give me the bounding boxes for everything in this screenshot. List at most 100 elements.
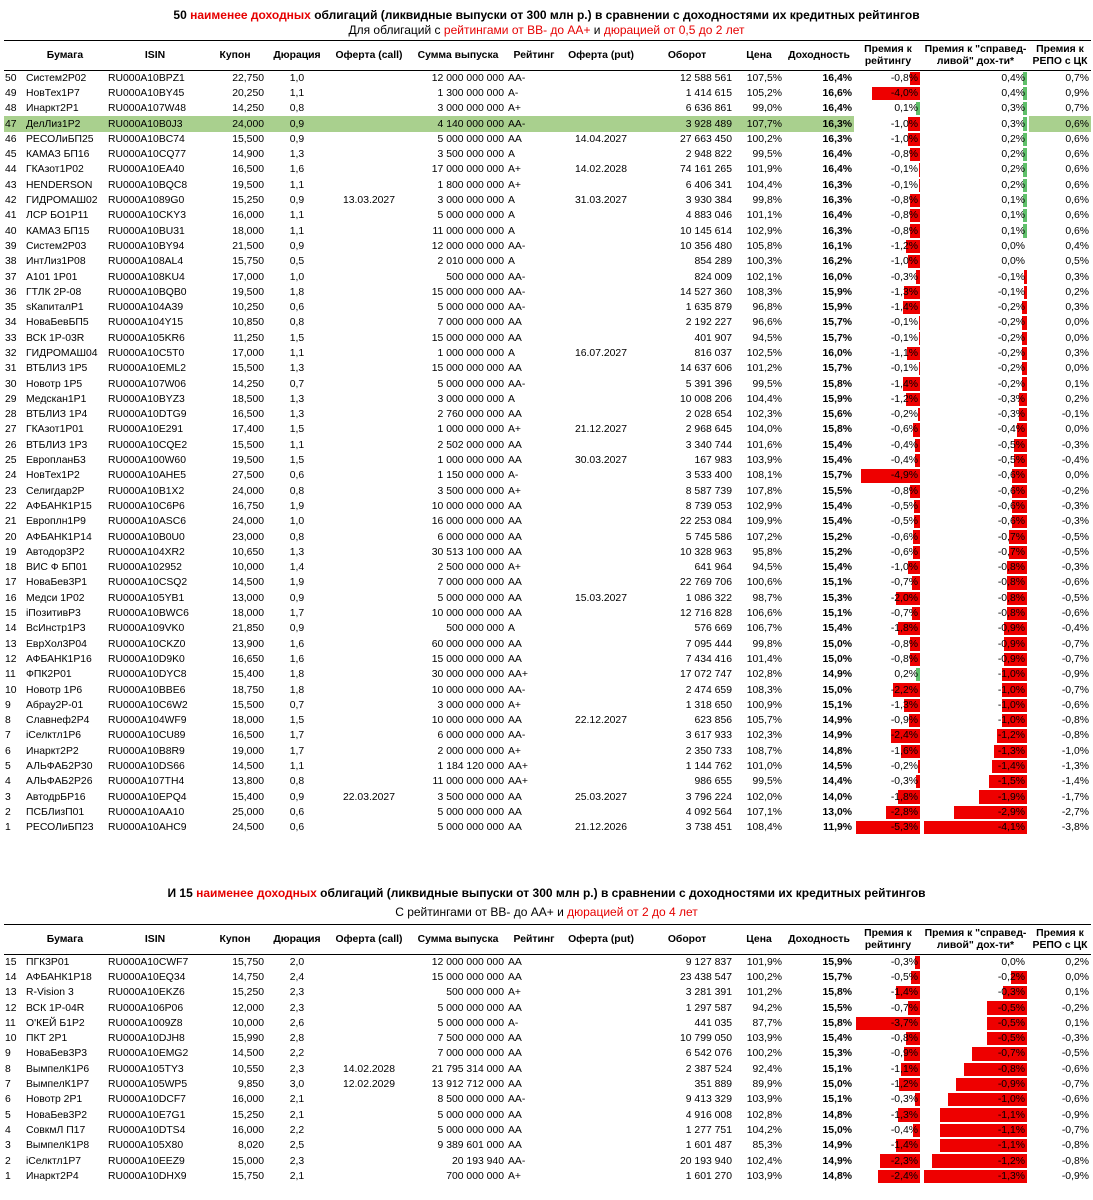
premium-value: -0,9%: [890, 1048, 918, 1060]
price: 101,2%: [746, 987, 782, 999]
yield: 15,9%: [822, 302, 852, 314]
issue-size: 11 000 000 000: [432, 776, 504, 788]
premium-rating-bar: [913, 545, 920, 559]
issue-size: 1 184 120 000: [437, 761, 504, 772]
rating: AA: [508, 409, 522, 421]
premium-to-fair-yield: -1,0%: [922, 667, 1029, 682]
premium-fair-bar: [987, 1031, 1027, 1046]
bond-name: АФБАНК1Р14: [26, 531, 92, 543]
call-offer: [328, 820, 410, 835]
rating: AA: [508, 439, 522, 451]
coupon: 10,850: [232, 317, 264, 329]
issue-size: 500 000 000: [446, 987, 504, 999]
call-offer: [328, 621, 410, 636]
turnover: 1 635 879: [685, 302, 732, 314]
rating: AA-: [508, 271, 526, 283]
premium-to-repo: -0,7%: [1061, 638, 1089, 650]
table-row: 32 ГИДРОМАШ04 RU000A10C5T0 17,000 1,1 1 000 0…: [4, 346, 1091, 361]
turnover: 816 037: [694, 347, 732, 359]
table-row: 6 Инаркт2Р2 RU000A10B8R9 19,000 1,7 2 000 000…: [4, 744, 1091, 759]
yield: 15,4%: [822, 562, 852, 574]
row-number: 10: [5, 684, 17, 696]
premium-to-repo: -0,8%: [1061, 1155, 1089, 1167]
premium-to-fair-yield: 0,0%: [922, 955, 1029, 970]
put-offer: 21.12.2027: [574, 424, 627, 436]
premium-rating-bar: [910, 209, 920, 223]
premium-to-rating: -0,3%: [854, 1092, 922, 1107]
put-offer: [562, 468, 640, 483]
rating: AA: [508, 715, 522, 727]
premium-value: -0,6%: [890, 531, 918, 543]
premium-to-fair-yield: -1,1%: [922, 1107, 1029, 1122]
price: 105,7%: [746, 715, 782, 727]
bond-name: КАМАЗ БП15: [26, 225, 90, 237]
rating: A+: [508, 562, 521, 574]
call-offer: [328, 269, 410, 284]
premium-value: 0,1%: [894, 103, 918, 115]
premium-rating-bar: [901, 1062, 920, 1076]
issue-size: 500 000 000: [446, 271, 504, 283]
table-row: 22 АФБАНК1Р15 RU000A10C6P6 16,750 1,9 10 000 …: [4, 499, 1091, 514]
premium-to-repo: -0,5%: [1061, 592, 1089, 604]
premium-value: -0,9%: [997, 638, 1025, 650]
table-row: 9 НоваБев3Р3 RU000A10EMG2 14,500 2,2 7 000 00…: [4, 1046, 1091, 1061]
premium-fair-bar: [1023, 193, 1027, 208]
coupon: 15,250: [232, 987, 264, 999]
bond-name: АЛЬФАБ2Р26: [26, 776, 93, 788]
premium-to-fair-yield: -0,7%: [922, 1046, 1029, 1061]
put-offer: [562, 1169, 640, 1184]
premium-value: -1,0%: [997, 1094, 1025, 1106]
duration: 2,3: [289, 1002, 305, 1014]
turnover: 351 889: [694, 1079, 732, 1091]
header-price: Цена: [734, 924, 784, 955]
put-offer: [562, 1123, 640, 1138]
premium-rating-bar: [909, 713, 920, 728]
table-row: 6 Новотр 2Р1 RU000A10DCF7 16,000 2,1 8 500 00…: [4, 1092, 1091, 1107]
premium-value: -2,9%: [997, 806, 1025, 818]
yield: 13,0%: [822, 806, 852, 818]
table-row: 13 R-Vision 3 RU000A10EKZ6 15,250 2,3 500 000…: [4, 985, 1091, 1000]
put-offer: [562, 1138, 640, 1153]
coupon: 11,250: [232, 332, 264, 344]
bond-name: ВымпелК1Р6: [26, 1063, 90, 1075]
turnover: 986 655: [694, 776, 732, 788]
premium-rating-bar: [908, 132, 920, 146]
price: 100,2%: [746, 971, 782, 983]
table-row: 4 СовкмЛ П17 RU000A10DTS4 16,000 2,2 5 000 00…: [4, 1123, 1091, 1138]
premium-to-rating: -0,5%: [854, 970, 922, 985]
premium-to-fair-yield: 0,3%: [922, 101, 1029, 116]
premium-to-repo: -0,7%: [1061, 684, 1089, 696]
header-name: Бумага: [24, 924, 106, 955]
issue-size: 1 150 000 000: [437, 470, 504, 482]
premium-value: -0,3%: [890, 956, 918, 968]
yield: 15,3%: [822, 1048, 852, 1060]
yield: 14,5%: [822, 761, 852, 772]
premium-to-fair-yield: -0,5%: [922, 1000, 1029, 1015]
duration: 0,6: [289, 470, 305, 482]
rating: AA-: [508, 72, 526, 84]
turnover: 23 438 547: [679, 971, 732, 983]
premium-value: -5,3%: [890, 822, 918, 834]
call-offer: 14.02.2028: [342, 1063, 395, 1075]
table-row: 40 КАМАЗ БП15 RU000A10BU31 18,000 1,1 11 000 …: [4, 223, 1091, 238]
premium-rating-bar: [915, 1093, 920, 1107]
yield: 15,8%: [822, 378, 852, 390]
rating: AA: [508, 363, 522, 375]
issue-size: 1 000 000 000: [437, 455, 504, 467]
header-isin: ISIN: [106, 924, 204, 955]
price: 103,9%: [746, 1033, 782, 1045]
price: 105,2%: [746, 87, 782, 99]
turnover: 3 533 400: [685, 470, 732, 482]
premium-to-rating: -2,3%: [854, 1153, 922, 1168]
table-row: 48 Инаркт2Р1 RU000A107W48 14,250 0,8 3 000 00…: [4, 101, 1091, 116]
coupon: 16,500: [232, 164, 264, 176]
call-offer: [328, 606, 410, 621]
put-offer: [562, 300, 640, 315]
premium-fair-bar: [1023, 163, 1027, 177]
yield: 14,8%: [822, 1170, 852, 1182]
duration: 0,5: [289, 256, 305, 268]
duration: 1,5: [289, 424, 305, 436]
table-row: 29 Медскан1Р1 RU000A10BYZ3 18,500 1,3 3 000 0…: [4, 392, 1091, 407]
coupon: 17,000: [232, 347, 264, 359]
row-number: 43: [5, 179, 17, 191]
